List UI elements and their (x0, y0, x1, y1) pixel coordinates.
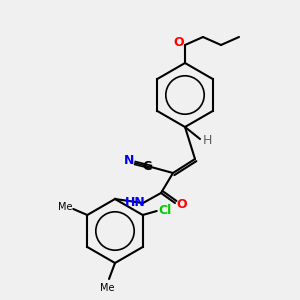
Text: HN: HN (124, 196, 146, 209)
Text: N: N (124, 154, 134, 167)
Text: Me: Me (58, 202, 73, 212)
Text: O: O (177, 199, 187, 212)
Text: O: O (174, 37, 184, 50)
Text: Cl: Cl (158, 205, 171, 218)
Text: H: H (202, 134, 212, 148)
Text: Me: Me (100, 283, 114, 293)
Text: C: C (142, 160, 152, 172)
